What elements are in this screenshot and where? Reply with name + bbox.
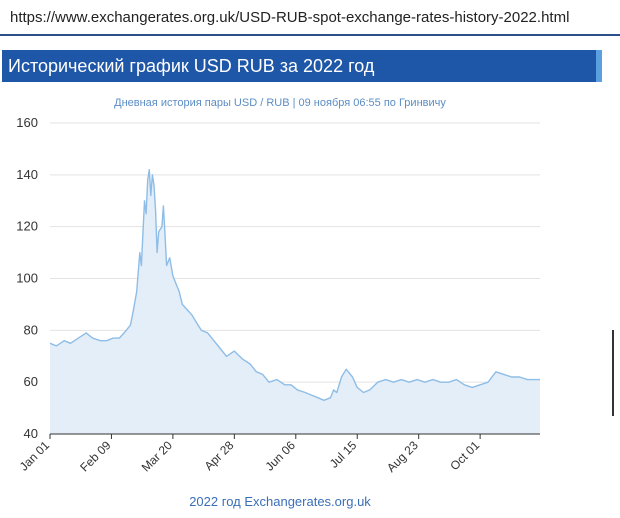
y-tick-label: 60 xyxy=(24,374,38,389)
x-tick-label: Mar 20 xyxy=(139,438,176,475)
x-tick-label: Jan 01 xyxy=(17,438,53,474)
x-tick-label: Feb 09 xyxy=(77,438,114,475)
y-tick-label: 100 xyxy=(16,271,38,286)
series-area xyxy=(50,169,540,434)
address-bar[interactable]: https://www.exchangerates.org.uk/USD-RUB… xyxy=(0,0,620,36)
y-tick-label: 80 xyxy=(24,322,38,337)
y-tick-label: 140 xyxy=(16,167,38,182)
section-header-title: Исторический график USD RUB за 2022 год xyxy=(8,56,375,76)
y-tick-label: 120 xyxy=(16,219,38,234)
chart-container: Дневная история пары USD / RUB | 09 нояб… xyxy=(0,90,600,518)
x-tick-label: Jul 15 xyxy=(327,438,360,471)
x-tick-label: Aug 23 xyxy=(384,438,421,475)
chart-plot: 40 60 80 100 120 140 160 Jan 01 Feb 09 Mar 20 Apr … xyxy=(16,115,540,475)
scrollbar-edge xyxy=(612,330,614,416)
url-text[interactable]: https://www.exchangerates.org.uk/USD-RUB… xyxy=(10,9,570,26)
chart-subtitle: Дневная история пары USD / RUB | 09 нояб… xyxy=(114,97,446,109)
x-tick-label: Oct 01 xyxy=(447,438,482,473)
y-tick-label: 40 xyxy=(24,426,38,441)
y-tick-label: 160 xyxy=(16,115,38,130)
section-header-band xyxy=(2,50,602,82)
section-header-accent xyxy=(596,50,602,82)
x-tick-label: Apr 28 xyxy=(202,438,237,473)
chart-footer: 2022 год Exchangerates.org.uk xyxy=(189,494,371,509)
x-tick-label: Jun 06 xyxy=(263,438,299,474)
series-line xyxy=(49,169,540,401)
